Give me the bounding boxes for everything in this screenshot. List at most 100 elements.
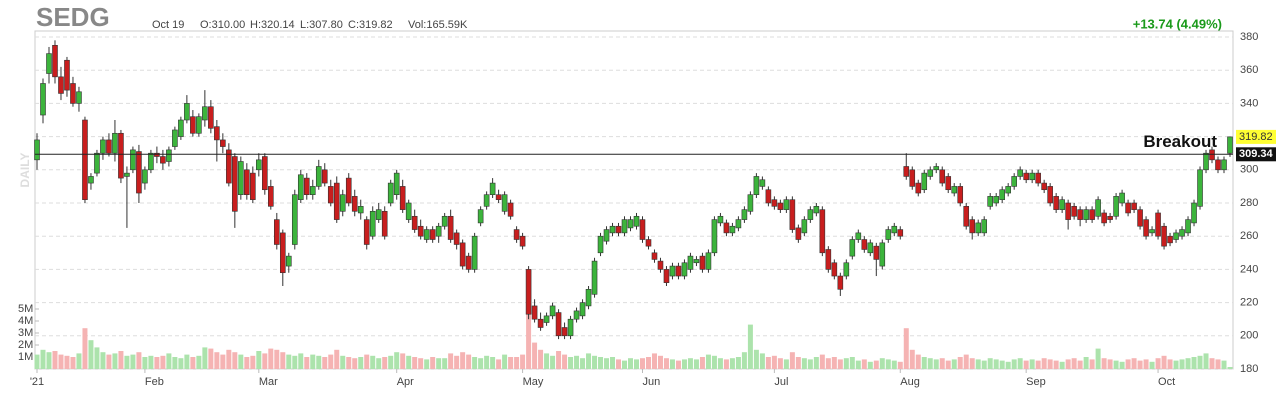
candle-body xyxy=(999,189,1005,200)
volume-bar xyxy=(322,357,328,369)
volume-bar xyxy=(831,357,837,369)
volume-bar xyxy=(897,361,903,369)
candle-body xyxy=(1191,202,1197,224)
x-tick-label: Jul xyxy=(774,376,788,388)
volume-bar xyxy=(502,354,508,369)
y-tick-label: 260 xyxy=(1240,230,1258,242)
ohlc-open: O:310.00 xyxy=(200,19,245,31)
volume-bar xyxy=(280,352,286,369)
volume-bar xyxy=(94,347,100,369)
volume-bar xyxy=(526,311,532,369)
volume-bar xyxy=(963,354,969,369)
candle-body xyxy=(681,262,688,277)
candle-body xyxy=(309,186,316,195)
volume-bar xyxy=(262,353,268,369)
volume-bar xyxy=(118,351,124,369)
volume-bar xyxy=(538,349,544,369)
candle-body xyxy=(285,255,292,267)
candle-body xyxy=(789,199,796,230)
volume-bar xyxy=(196,355,202,369)
volume-bar xyxy=(388,355,394,369)
volume-bar xyxy=(310,354,316,369)
candle-body xyxy=(393,172,400,195)
candle-body xyxy=(208,106,214,129)
volume-bar xyxy=(663,358,669,369)
candle-body xyxy=(1167,235,1173,244)
volume-bar xyxy=(364,354,370,369)
volume-bar xyxy=(232,352,238,369)
volume-bar xyxy=(124,355,130,369)
candle-body xyxy=(1149,229,1155,234)
candle-body xyxy=(759,179,766,187)
volume-bar xyxy=(1011,359,1017,369)
volume-bar xyxy=(1035,360,1041,369)
volume-bar xyxy=(837,359,843,369)
volume-bar xyxy=(753,349,759,369)
volume-bar xyxy=(1203,353,1209,369)
candle-body xyxy=(465,255,472,270)
volume-bar xyxy=(292,355,298,369)
volume-bar xyxy=(1113,360,1119,369)
candle-body xyxy=(939,169,946,184)
candle-body xyxy=(1119,192,1125,204)
volume-bar xyxy=(1179,359,1185,369)
candle-body xyxy=(1035,172,1041,184)
candle-body xyxy=(405,202,412,220)
volume-bar xyxy=(256,351,262,369)
volume-bar xyxy=(879,358,885,369)
candle-body xyxy=(82,119,88,200)
candle-body xyxy=(693,259,700,264)
volume-bar xyxy=(795,357,801,369)
candle-body xyxy=(651,252,658,260)
volume-bar xyxy=(238,354,244,369)
candle-body xyxy=(357,206,364,214)
candle-body xyxy=(1101,212,1107,224)
volume-bar xyxy=(490,357,496,369)
volume-bar xyxy=(46,352,52,369)
date: Oct 19 xyxy=(152,19,184,31)
candle-body xyxy=(112,132,118,154)
candle-body xyxy=(771,199,778,207)
ohlc-close: C:319.82 xyxy=(348,19,393,31)
volume-bar xyxy=(1029,359,1035,369)
volume-bar xyxy=(867,361,873,369)
candle-body xyxy=(849,239,856,257)
volume-bar xyxy=(849,357,855,369)
volume-bar xyxy=(1083,357,1089,369)
volume-bar xyxy=(1047,359,1053,369)
candle-body xyxy=(519,235,526,247)
candle-body xyxy=(459,242,466,267)
volume-bar xyxy=(945,360,951,369)
candle-body xyxy=(813,206,820,214)
candle-body xyxy=(58,76,64,94)
volume-bar xyxy=(693,359,699,369)
volume-bar xyxy=(777,358,783,369)
volume-bar xyxy=(855,360,861,369)
volume-bar xyxy=(639,358,645,369)
volume-bar xyxy=(346,357,352,369)
volume-bar xyxy=(939,358,945,369)
candle-body xyxy=(226,149,232,184)
volume-bar xyxy=(142,357,148,369)
volume-bar xyxy=(604,358,610,369)
candle-body xyxy=(1047,186,1053,204)
candle-body xyxy=(705,252,712,270)
volume-bar xyxy=(783,359,789,369)
volume-bar xyxy=(382,357,388,369)
candle-body xyxy=(1125,202,1131,214)
candle-body xyxy=(627,219,634,229)
candle-body xyxy=(909,169,916,187)
change: +13.74 (4.49%) xyxy=(1133,16,1222,31)
candle-body xyxy=(921,172,928,191)
candle-body xyxy=(645,239,652,247)
volume-bar xyxy=(1053,360,1059,369)
candle-body xyxy=(411,215,418,230)
candle-body xyxy=(831,262,838,277)
candle-body xyxy=(891,225,898,234)
volume-tick-label: 3M xyxy=(18,327,33,339)
volume-tick-label: 5M xyxy=(18,303,33,315)
y-tick-label: 240 xyxy=(1240,263,1258,275)
volume-bar xyxy=(448,353,454,369)
candle-body xyxy=(609,225,616,234)
price-marker xyxy=(1236,129,1276,144)
